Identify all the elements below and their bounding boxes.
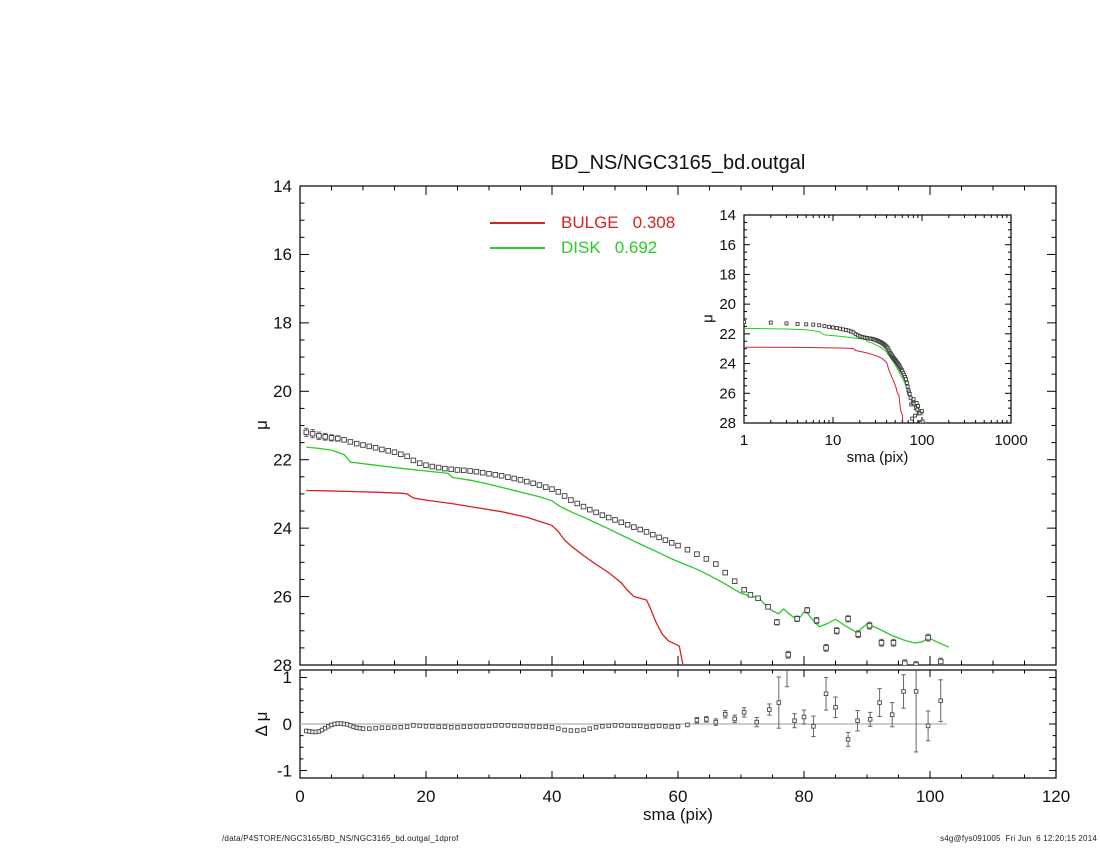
inset-y-axis-label: μ: [699, 314, 717, 323]
inset-x-axis-label: sma (pix): [846, 449, 909, 466]
svg-text:28: 28: [273, 656, 292, 675]
svg-text:1000: 1000: [994, 432, 1027, 449]
main-ticks: [299, 185, 1057, 666]
main-y-axis-label: μ: [252, 420, 271, 430]
svg-text:120: 120: [1042, 787, 1070, 806]
svg-text:14: 14: [273, 177, 292, 196]
legend-item-disk: DISK 0.692: [490, 238, 657, 258]
svg-text:14: 14: [719, 207, 736, 224]
svg-text:20: 20: [719, 296, 736, 313]
bulge-line: [306, 489, 684, 665]
svg-text:16: 16: [719, 237, 736, 254]
residual-plot-area: [300, 670, 948, 753]
svg-text:22: 22: [273, 450, 292, 469]
legend-label-bulge: BULGE: [561, 213, 619, 232]
svg-text:22: 22: [719, 326, 736, 343]
svg-text:20: 20: [417, 787, 436, 806]
svg-text:40: 40: [543, 787, 562, 806]
svg-text:1: 1: [740, 432, 748, 449]
legend-label-disk: DISK: [561, 238, 601, 257]
svg-text:100: 100: [916, 787, 944, 806]
inset-observed-points: [744, 320, 925, 423]
inset-bulge-line: [744, 346, 904, 423]
svg-text:10: 10: [825, 432, 842, 449]
svg-text:-1: -1: [277, 761, 292, 780]
footer-file-path: /data/P4STORE/NGC3165/BD_NS/NGC3165_bd.o…: [222, 834, 459, 843]
footer-user-timestamp: s4g@fys091005 Fri Jun 6 12:20:15 2014: [940, 834, 1097, 843]
residual-ticks: [299, 670, 1057, 778]
bulge-line-swatch: [490, 222, 545, 224]
inset-plot-area: [744, 320, 925, 423]
svg-text:18: 18: [273, 314, 292, 333]
legend-item-bulge: BULGE 0.308: [490, 213, 675, 233]
svg-text:0: 0: [295, 787, 304, 806]
main-panel: 14 16 18 20 22 24 26 28: [273, 177, 1057, 675]
svg-text:60: 60: [669, 787, 688, 806]
svg-text:16: 16: [273, 245, 292, 264]
svg-text:26: 26: [273, 587, 292, 606]
disk-line-swatch: [490, 247, 545, 249]
svg-text:1: 1: [283, 668, 292, 687]
svg-text:26: 26: [719, 385, 736, 402]
legend-value-bulge: 0.308: [632, 213, 676, 232]
residual-y-axis-label: Δ μ: [252, 711, 271, 737]
svg-text:100: 100: [909, 432, 934, 449]
svg-text:80: 80: [795, 787, 814, 806]
svg-text:0: 0: [283, 715, 292, 734]
svg-text:20: 20: [273, 382, 292, 401]
svg-text:24: 24: [273, 519, 292, 538]
main-plot-area: [303, 427, 950, 665]
x-axis-label: sma (pix): [643, 805, 713, 824]
disk-line: [306, 446, 950, 648]
chart-title: BD_NS/NGC3165_bd.outgal: [550, 152, 806, 174]
inset-panel: 14 16 18 20 22 24 26 281 10 100 1000: [719, 207, 1027, 449]
inset-ticks: [743, 214, 1012, 424]
svg-text:28: 28: [719, 415, 736, 432]
svg-text:24: 24: [719, 356, 736, 373]
svg-text:18: 18: [719, 267, 736, 284]
observed-points: [303, 427, 944, 665]
residual-points: [304, 670, 943, 753]
legend-value-disk: 0.692: [614, 238, 658, 257]
